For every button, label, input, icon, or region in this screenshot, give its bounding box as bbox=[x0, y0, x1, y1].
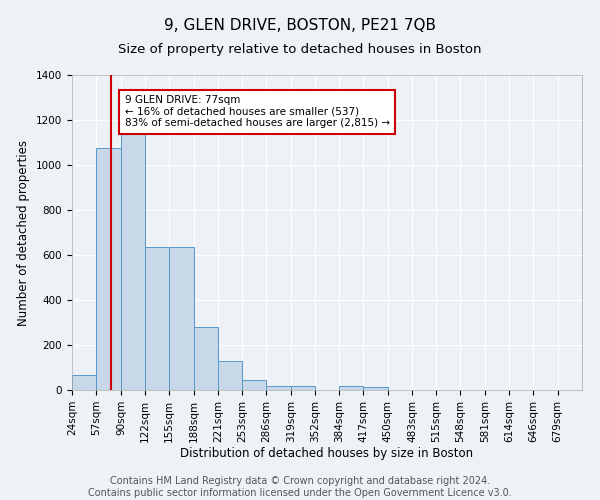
X-axis label: Distribution of detached houses by size in Boston: Distribution of detached houses by size … bbox=[181, 448, 473, 460]
Bar bbox=[290, 386, 315, 390]
Bar bbox=[72, 376, 97, 390]
Bar bbox=[218, 361, 242, 390]
Bar bbox=[266, 386, 290, 390]
Text: 9 GLEN DRIVE: 77sqm
← 16% of detached houses are smaller (537)
83% of semi-detac: 9 GLEN DRIVE: 77sqm ← 16% of detached ho… bbox=[125, 95, 390, 128]
Bar bbox=[145, 247, 169, 390]
Bar bbox=[242, 380, 266, 390]
Text: Size of property relative to detached houses in Boston: Size of property relative to detached ho… bbox=[118, 42, 482, 56]
Bar bbox=[97, 148, 121, 390]
Text: 9, GLEN DRIVE, BOSTON, PE21 7QB: 9, GLEN DRIVE, BOSTON, PE21 7QB bbox=[164, 18, 436, 32]
Bar bbox=[169, 247, 194, 390]
Bar bbox=[339, 386, 364, 390]
Bar bbox=[121, 131, 145, 390]
Text: Contains HM Land Registry data © Crown copyright and database right 2024.
Contai: Contains HM Land Registry data © Crown c… bbox=[88, 476, 512, 498]
Bar bbox=[194, 327, 218, 390]
Y-axis label: Number of detached properties: Number of detached properties bbox=[17, 140, 31, 326]
Bar bbox=[364, 386, 388, 390]
